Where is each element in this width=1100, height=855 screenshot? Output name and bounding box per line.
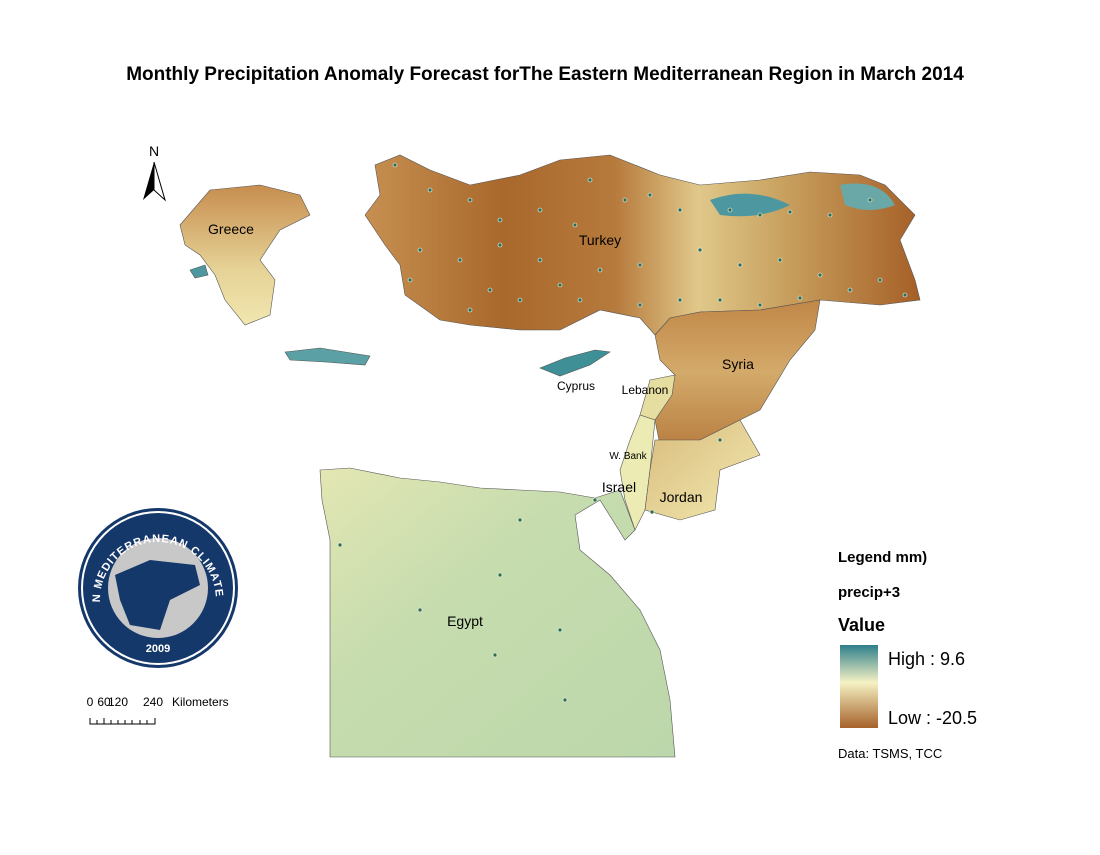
station-dot — [417, 607, 423, 613]
station-dot — [902, 292, 908, 298]
station-dot — [517, 517, 523, 523]
legend-field: Value — [838, 615, 885, 635]
station-dot — [427, 187, 433, 193]
scale-label: 240 — [143, 695, 163, 709]
station-dot — [622, 197, 628, 203]
station-dot — [457, 257, 463, 263]
station-dot — [827, 212, 833, 218]
map-title: Monthly Precipitation Anomaly Forecast f… — [126, 64, 964, 85]
map-land — [179, 154, 921, 758]
station-dot — [637, 262, 643, 268]
legend-low: Low : -20.5 — [888, 708, 977, 728]
station-dot — [492, 652, 498, 658]
station-dot — [407, 277, 413, 283]
jordan — [644, 419, 761, 521]
north-arrow: N — [143, 143, 166, 202]
greece — [179, 184, 311, 326]
station-dot — [877, 277, 883, 283]
legend-title: Legend mm) — [838, 549, 927, 566]
country-labels: Greece Turkey Cyprus Lebanon Syria W. Ba… — [208, 221, 754, 629]
legend-ramp — [840, 645, 878, 728]
logo: EASTERN MEDITERRANEAN CLIMATE CENTRE 200… — [0, 0, 238, 668]
logo-year: 2009 — [146, 643, 170, 655]
station-dot — [517, 297, 523, 303]
north-label: N — [149, 143, 159, 159]
station-dot — [637, 302, 643, 308]
station-dot — [677, 207, 683, 213]
station-dot — [647, 192, 653, 198]
station-dot — [392, 162, 398, 168]
scale-bar: 0 60 120 240 Kilometers — [87, 695, 229, 725]
station-dot — [777, 257, 783, 263]
turkey — [364, 154, 921, 336]
station-dot — [757, 212, 763, 218]
country-label: Lebanon — [622, 383, 669, 397]
station-dot — [487, 287, 493, 293]
station-dot — [557, 282, 563, 288]
station-dot — [797, 295, 803, 301]
country-label: Greece — [208, 221, 254, 237]
station-dot — [562, 697, 568, 703]
station-dot — [787, 209, 793, 215]
station-dot — [757, 302, 763, 308]
station-dot — [727, 207, 733, 213]
lebanon — [639, 374, 676, 421]
legend-high: High : 9.6 — [888, 649, 965, 669]
station-dot — [572, 222, 578, 228]
country-label: Egypt — [447, 613, 483, 629]
station-dot — [737, 262, 743, 268]
crete — [284, 347, 371, 366]
station-dot — [557, 627, 563, 633]
station-dot — [592, 497, 598, 503]
legend: Legend mm) precip+3 Value High : 9.6 Low… — [838, 549, 977, 761]
station-dot — [717, 297, 723, 303]
station-dot — [587, 177, 593, 183]
scale-label: 60 — [97, 695, 111, 709]
station-dot — [497, 572, 503, 578]
station-dot — [467, 307, 473, 313]
country-label: Jordan — [660, 489, 703, 505]
station-dot — [677, 297, 683, 303]
station-dot — [537, 207, 543, 213]
country-label: Syria — [722, 356, 754, 372]
station-dot — [497, 217, 503, 223]
station-dot — [577, 297, 583, 303]
logo-name: EASTERN MEDITERRANEAN CLIMATE CENTRE — [0, 0, 225, 602]
station-dot — [417, 247, 423, 253]
station-dot — [717, 437, 723, 443]
legend-layer: precip+3 — [838, 584, 900, 601]
cyprus — [539, 349, 611, 377]
station-dot — [847, 287, 853, 293]
scale-label: 120 — [108, 695, 128, 709]
country-label: Cyprus — [557, 379, 595, 393]
stations — [337, 162, 908, 703]
station-dot — [649, 509, 655, 515]
country-label: Turkey — [579, 232, 621, 248]
egypt — [319, 467, 676, 758]
station-dot — [867, 197, 873, 203]
logo-name-path: EASTERN MEDITERRANEAN CLIMATE CENTRE — [0, 0, 224, 602]
station-dot — [467, 197, 473, 203]
station-dot — [817, 272, 823, 278]
data-source: Data: TSMS, TCC — [838, 746, 942, 761]
station-dot — [497, 242, 503, 248]
scale-unit: Kilometers — [172, 695, 229, 709]
scale-label: 0 — [87, 695, 94, 709]
station-dot — [597, 267, 603, 273]
station-dot — [537, 257, 543, 263]
country-label: W. Bank — [609, 451, 647, 462]
station-dot — [337, 542, 343, 548]
country-label: Israel — [602, 479, 636, 495]
station-dot — [697, 247, 703, 253]
